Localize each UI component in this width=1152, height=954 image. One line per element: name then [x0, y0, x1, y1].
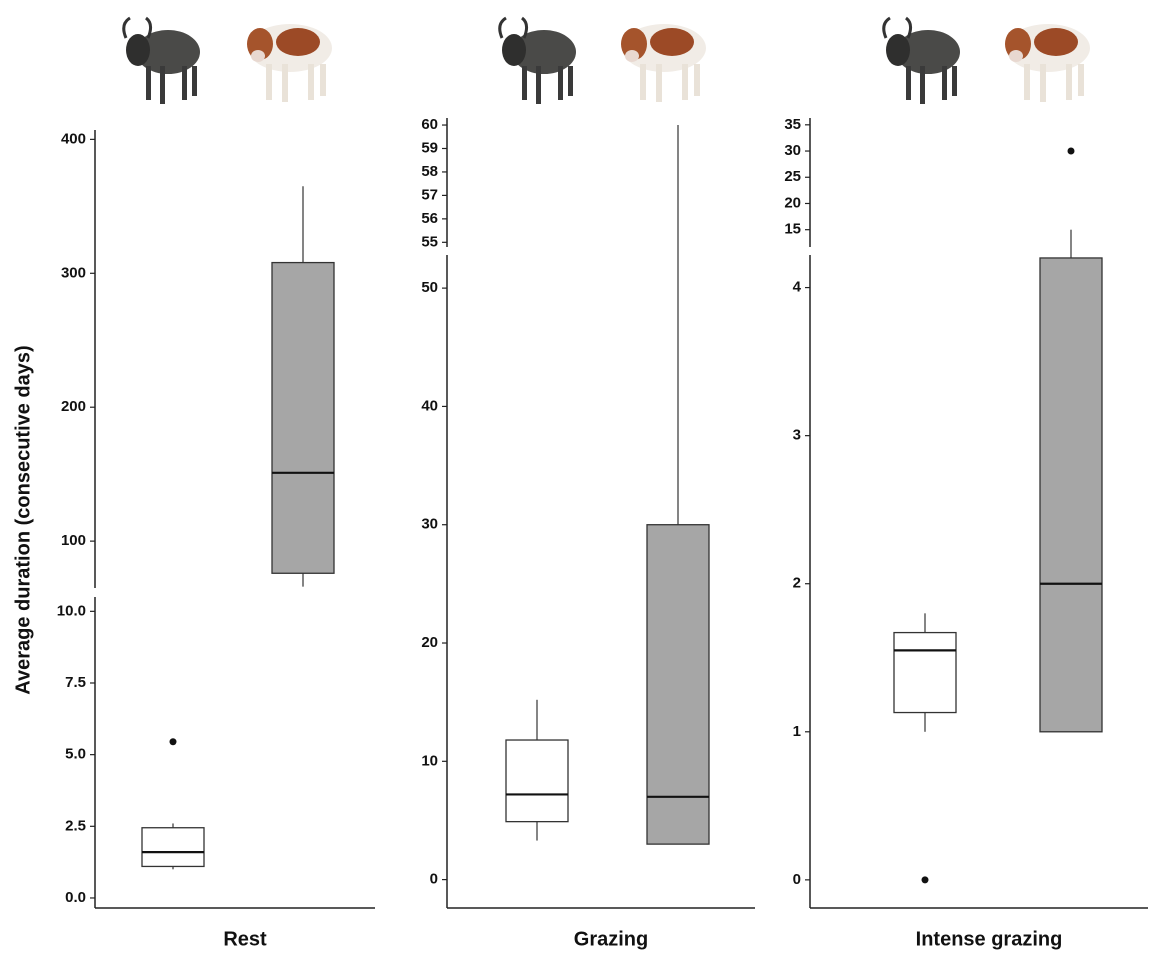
- y-tick-label: 2.5: [65, 817, 86, 834]
- y-tick-label: 0: [793, 871, 801, 888]
- buffalo-image: [884, 18, 960, 104]
- box: [142, 828, 204, 867]
- y-tick-label: 200: [61, 398, 86, 415]
- y-tick-label: 25: [784, 168, 801, 185]
- y-tick-label: 10: [421, 752, 438, 769]
- box: [1040, 258, 1102, 732]
- y-tick-label: 0: [430, 871, 438, 888]
- y-tick-label: 60: [421, 116, 438, 133]
- cow-image: [247, 24, 332, 102]
- y-tick-label: 55: [421, 233, 438, 250]
- box: [272, 263, 334, 574]
- y-tick-label: 58: [421, 163, 438, 180]
- x-axis-label: Rest: [223, 928, 267, 950]
- chart: Average duration (consecutive days) 0.0 2…: [0, 0, 1152, 954]
- y-tick-label: 5.0: [65, 746, 86, 763]
- y-tick-label: 20: [784, 194, 801, 211]
- y-tick-label: 10.0: [57, 602, 86, 619]
- y-tick-label: 100: [61, 532, 86, 549]
- cow-image: [1005, 24, 1090, 102]
- buffalo-image: [124, 18, 200, 104]
- box: [894, 633, 956, 713]
- y-tick-label: 20: [421, 634, 438, 651]
- y-tick-label: 7.5: [65, 674, 86, 691]
- x-axis-label: Grazing: [574, 928, 648, 950]
- cow-image: [621, 24, 706, 102]
- y-tick-label: 15: [784, 221, 801, 238]
- y-tick-label: 59: [421, 139, 438, 156]
- y-tick-label: 0.0: [65, 889, 86, 906]
- y-tick-label: 400: [61, 130, 86, 147]
- outlier: [922, 876, 929, 883]
- y-tick-label: 30: [421, 516, 438, 533]
- outlier: [170, 738, 177, 745]
- y-tick-label: 1: [793, 723, 801, 740]
- buffalo-image: [500, 18, 576, 104]
- y-tick-label: 300: [61, 264, 86, 281]
- y-tick-label: 50: [421, 279, 438, 296]
- box: [506, 740, 568, 822]
- y-tick-label: 35: [784, 116, 801, 133]
- y-tick-label: 3: [793, 427, 801, 444]
- y-tick-label: 30: [784, 142, 801, 159]
- y-tick-label: 2: [793, 575, 801, 592]
- y-tick-label: 56: [421, 210, 438, 227]
- y-axis-label: Average duration (consecutive days): [12, 345, 34, 694]
- y-tick-label: 57: [421, 186, 438, 203]
- outlier: [1068, 148, 1075, 155]
- y-tick-label: 40: [421, 397, 438, 414]
- x-axis-label: Intense grazing: [916, 928, 1063, 950]
- y-tick-label: 4: [793, 279, 802, 296]
